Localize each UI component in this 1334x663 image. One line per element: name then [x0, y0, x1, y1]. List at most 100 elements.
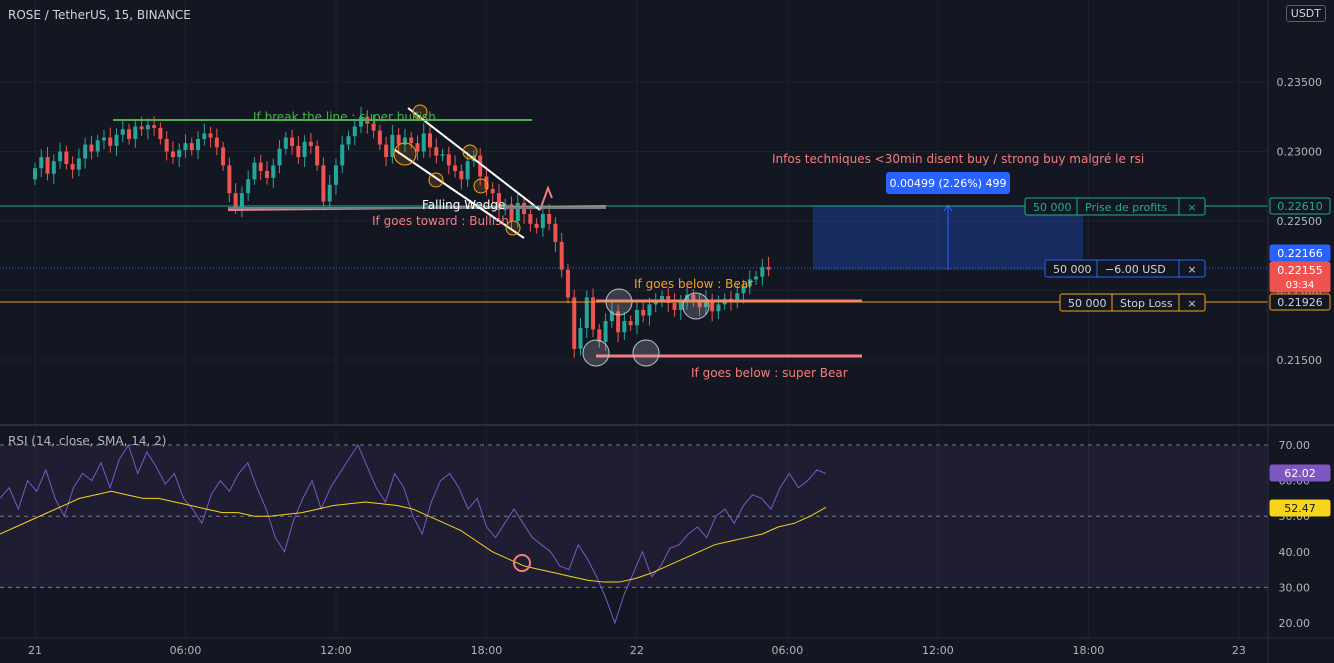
rsi-line	[0, 443, 827, 625]
rsi-value-tag: 62.02	[1284, 467, 1316, 480]
candle-body	[227, 165, 232, 194]
position-order-label: −6.00 USD	[1105, 263, 1166, 276]
price-tick-label: 0.21500	[1277, 354, 1323, 367]
candle-body	[359, 116, 364, 127]
candle-body	[64, 151, 69, 165]
candle-body	[108, 137, 113, 146]
candle-body	[703, 300, 708, 308]
candle-body	[434, 147, 439, 156]
candle-body	[490, 189, 495, 194]
position-order-frame	[1044, 259, 1206, 278]
candle-body	[302, 141, 307, 158]
candle-body	[591, 297, 596, 330]
candle-body	[277, 148, 282, 166]
candle-body	[678, 301, 683, 310]
rsi-band	[0, 444, 1268, 588]
rsi-ma-value-tag: 52.47	[1284, 502, 1316, 515]
level-touch-circle	[632, 339, 660, 367]
candle-body	[496, 193, 501, 210]
candle-body	[509, 204, 514, 221]
candle-body	[547, 214, 552, 224]
time-tick-label: 12:00	[922, 644, 954, 657]
touch-point-circle	[462, 144, 478, 160]
grid	[0, 0, 1268, 638]
last-price-tag: 0.22155	[1277, 264, 1323, 277]
candle-body	[246, 179, 251, 194]
candle-body	[101, 137, 106, 141]
candle-body	[340, 144, 345, 166]
position-price-tag: 0.22166	[1277, 247, 1323, 260]
candle-body	[95, 140, 100, 152]
position-price-tag-bg	[1269, 244, 1331, 262]
candle-body	[352, 126, 357, 137]
candle-body	[114, 134, 119, 146]
take-profit-order-frame	[1024, 197, 1206, 216]
candle-body	[390, 134, 395, 158]
candle-body	[421, 133, 426, 152]
candle-body	[565, 269, 570, 298]
candle-body	[214, 137, 219, 148]
candle-body	[327, 184, 332, 202]
falling-wedge-label: Falling Wedge	[422, 198, 505, 212]
candles	[33, 106, 771, 358]
currency-badge[interactable]: USDT	[1285, 5, 1326, 22]
candle-body	[183, 143, 188, 151]
candle-body	[164, 138, 169, 152]
candle-body	[716, 304, 721, 312]
candle-body	[145, 125, 150, 130]
candle-body	[735, 293, 740, 302]
time-tick-label: 06:00	[170, 644, 202, 657]
candle-body	[158, 127, 163, 139]
candle-body	[258, 162, 263, 171]
candle-body	[264, 170, 269, 178]
candle-body	[170, 151, 175, 158]
candle-body	[296, 145, 301, 158]
candle-body	[741, 286, 746, 294]
candle-body	[346, 136, 351, 145]
candle-body	[754, 276, 759, 280]
candle-body	[660, 296, 664, 302]
candle-body	[189, 143, 194, 151]
candle-body	[446, 154, 451, 166]
candle-body	[453, 165, 458, 171]
candle-body	[252, 162, 257, 180]
candle-body	[603, 321, 608, 342]
breakout-arrow	[539, 185, 553, 211]
touch-point-circle	[505, 220, 521, 236]
candle-body	[459, 170, 464, 180]
candle-body	[315, 145, 320, 166]
infos-label: Infos techniques <30min disent buy / str…	[772, 152, 1144, 166]
candle-body	[45, 157, 50, 174]
candle-body	[528, 214, 533, 224]
stop-loss-order-frame	[1059, 293, 1206, 312]
candle-body	[233, 193, 238, 208]
take-profit-price-tag-bg	[1269, 197, 1331, 215]
candle-body	[428, 133, 433, 148]
candle-body	[578, 328, 583, 349]
goes-below-super-bear-label: If goes below : super Bear	[691, 366, 848, 380]
position-order-qty: 50 000	[1053, 263, 1092, 276]
candle-body	[515, 202, 520, 221]
candle-body	[377, 130, 382, 145]
candle-body	[76, 158, 81, 170]
rsi-title: RSI (14, close, SMA, 14, 2)	[8, 434, 167, 448]
goes-below-bear-label: If goes below : Bear	[634, 277, 753, 291]
candle-body	[196, 138, 201, 151]
candle-body	[402, 137, 407, 145]
candle-body	[271, 165, 276, 178]
time-tick-label: 21	[28, 644, 42, 657]
candle-body	[691, 294, 696, 302]
candle-body	[440, 154, 445, 156]
stop-loss-order-label: Stop Loss	[1120, 297, 1173, 310]
candle-body	[672, 303, 677, 310]
candle-body	[177, 150, 182, 158]
candle-body	[760, 266, 765, 277]
candle-body	[534, 223, 539, 228]
rsi-value-tag-bg	[1269, 464, 1331, 482]
rsi-tick-label: 70.00	[1279, 439, 1311, 452]
annotation-labels: If break the line : super bullish Falling…	[253, 110, 1331, 517]
stop-loss-price-tag: 0.21926	[1277, 296, 1323, 309]
stop-loss-price-tag-bg	[1269, 293, 1331, 311]
candle-body	[89, 144, 94, 152]
